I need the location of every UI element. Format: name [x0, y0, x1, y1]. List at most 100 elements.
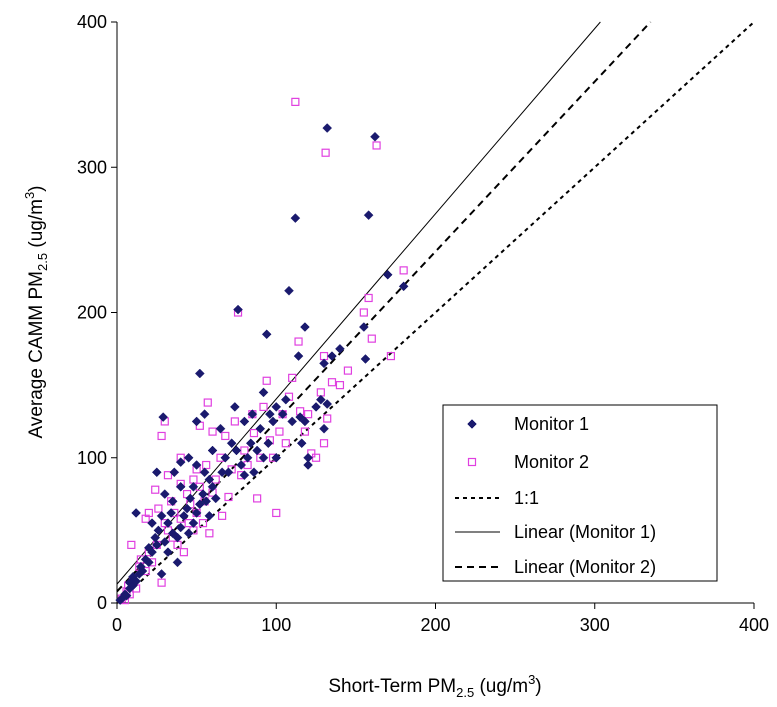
data-point [335, 381, 345, 390]
data-point [121, 590, 132, 601]
legend-marker-1 [467, 419, 477, 429]
data-point [183, 528, 194, 539]
data-point [179, 510, 189, 521]
trend-line-3 [116, 21, 652, 593]
data-point [163, 518, 173, 528]
data-point [271, 402, 282, 412]
data-point [239, 416, 250, 427]
data-point [144, 508, 153, 518]
legend-marker-2 [467, 457, 477, 467]
data-point [201, 496, 212, 507]
x-axis-title-sup: 3 [528, 672, 535, 687]
legend-box [442, 404, 718, 582]
data-point [277, 409, 288, 420]
data-point [163, 547, 173, 558]
data-point [304, 410, 313, 419]
y-tick-label: 300 [77, 157, 107, 177]
data-point [183, 452, 194, 463]
data-point [265, 409, 275, 420]
data-point [242, 452, 253, 463]
data-point [151, 467, 162, 478]
data-point [198, 489, 208, 499]
y-axis-title-main: Average CAMM PM [26, 271, 47, 439]
data-point [319, 439, 329, 448]
data-point [182, 503, 192, 514]
data-point [364, 293, 373, 303]
data-point [131, 508, 141, 518]
data-point [159, 537, 170, 547]
data-point [157, 431, 166, 441]
data-point [236, 460, 247, 470]
data-point [319, 423, 329, 434]
data-point [321, 148, 330, 157]
data-point [258, 387, 269, 398]
data-point [300, 427, 310, 436]
data-point [208, 427, 217, 436]
data-point [156, 510, 167, 521]
data-point [223, 467, 234, 478]
data-point [199, 409, 210, 420]
data-point [370, 131, 380, 142]
x-axis-title-unit-post: ) [535, 676, 541, 697]
data-point [359, 308, 368, 317]
data-point [188, 481, 199, 492]
data-point [262, 376, 271, 385]
legend-label-3: 1:1 [514, 488, 539, 508]
data-point [275, 427, 284, 436]
data-point [271, 452, 282, 463]
data-point [322, 123, 333, 133]
data-point [159, 489, 170, 499]
data-point [205, 529, 214, 538]
data-point [291, 97, 300, 106]
data-point [386, 351, 396, 361]
data-point [322, 399, 333, 409]
data-point [315, 394, 326, 405]
data-point [172, 557, 183, 568]
data-point [166, 508, 176, 518]
data-point [143, 557, 154, 568]
y-axis-title-sup: 3 [22, 192, 37, 199]
data-point [199, 467, 210, 478]
data-point [226, 438, 237, 449]
y-tick-label: 200 [77, 303, 107, 323]
data-point [296, 438, 307, 449]
data-point [198, 519, 208, 528]
data-point [188, 518, 199, 528]
legend-label-5: Linear (Monitor 2) [514, 557, 656, 577]
x-axis-title-main: Short-Term PM [328, 676, 456, 697]
data-point [255, 423, 266, 434]
data-point [185, 493, 196, 504]
data-point [300, 322, 310, 332]
y-axis-title-unit-pre: (ug/m [26, 199, 47, 253]
x-tick-label: 100 [261, 615, 291, 635]
legend-label-4: Linear (Monitor 1) [514, 522, 656, 542]
data-point [204, 510, 215, 521]
data-point [258, 452, 269, 463]
data-point [263, 438, 274, 449]
y-tick-label: 100 [77, 448, 107, 468]
data-point [303, 460, 313, 470]
data-point [249, 467, 259, 478]
data-point [154, 504, 163, 513]
data-point [191, 416, 202, 427]
data-point [172, 532, 183, 543]
data-point [224, 492, 233, 502]
data-point [137, 566, 148, 576]
data-point [272, 508, 281, 518]
data-point [259, 402, 268, 412]
data-point [398, 281, 409, 292]
y-tick-label: 400 [77, 12, 107, 32]
data-point [261, 329, 272, 340]
data-point [158, 412, 169, 422]
y-axis-title-unit-post: ) [26, 185, 47, 191]
data-point [221, 431, 230, 441]
x-tick-label: 0 [112, 615, 122, 635]
legend-label-2: Monitor 2 [514, 452, 589, 472]
data-point [284, 285, 294, 296]
data-point [233, 304, 243, 315]
data-point [151, 540, 162, 550]
data-point [249, 428, 259, 438]
y-axis-title: Average CAMM PM2.5 (ug/m3) [22, 185, 50, 438]
data-point [300, 416, 310, 427]
